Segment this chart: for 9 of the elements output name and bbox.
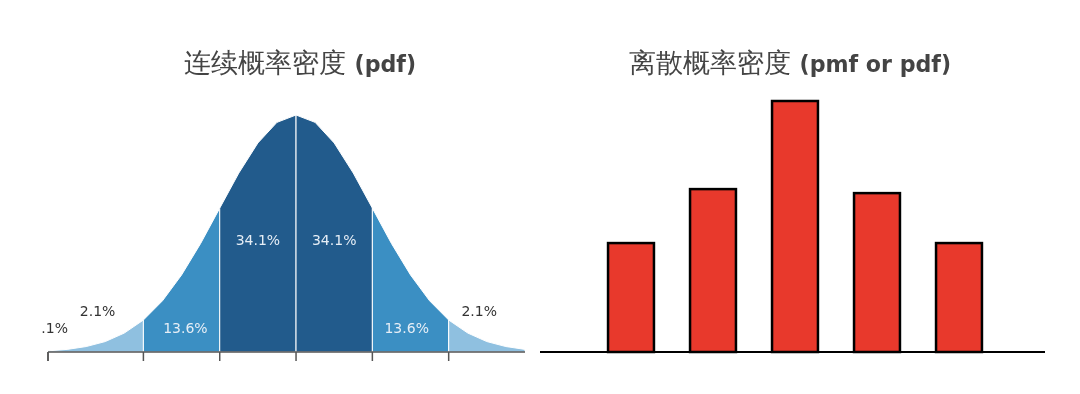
annotation: 13.6% <box>163 320 208 337</box>
annotation: 2.1% <box>79 303 116 320</box>
chart-title: 连续概率密度 (pdf) <box>183 47 417 78</box>
annotation: .1% <box>41 320 69 337</box>
chart-title: 离散概率密度 (pmf or pdf) <box>628 47 952 78</box>
annotation: 34.1% <box>311 232 357 249</box>
annotation: 13.6% <box>384 320 429 337</box>
annotation: 34.1% <box>235 232 281 249</box>
annotation: 2.1% <box>461 303 497 320</box>
